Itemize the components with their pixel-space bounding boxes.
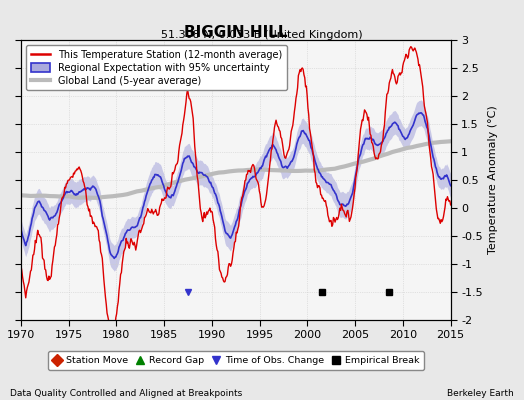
Text: Berkeley Earth: Berkeley Earth	[447, 389, 514, 398]
Y-axis label: Temperature Anomaly (°C): Temperature Anomaly (°C)	[488, 106, 498, 254]
Legend: Station Move, Record Gap, Time of Obs. Change, Empirical Break: Station Move, Record Gap, Time of Obs. C…	[48, 352, 424, 370]
Title: BIGGIN HILL: BIGGIN HILL	[184, 25, 288, 40]
Text: Data Quality Controlled and Aligned at Breakpoints: Data Quality Controlled and Aligned at B…	[10, 389, 243, 398]
Text: 51.308 N, 0.033 E (United Kingdom): 51.308 N, 0.033 E (United Kingdom)	[161, 30, 363, 40]
